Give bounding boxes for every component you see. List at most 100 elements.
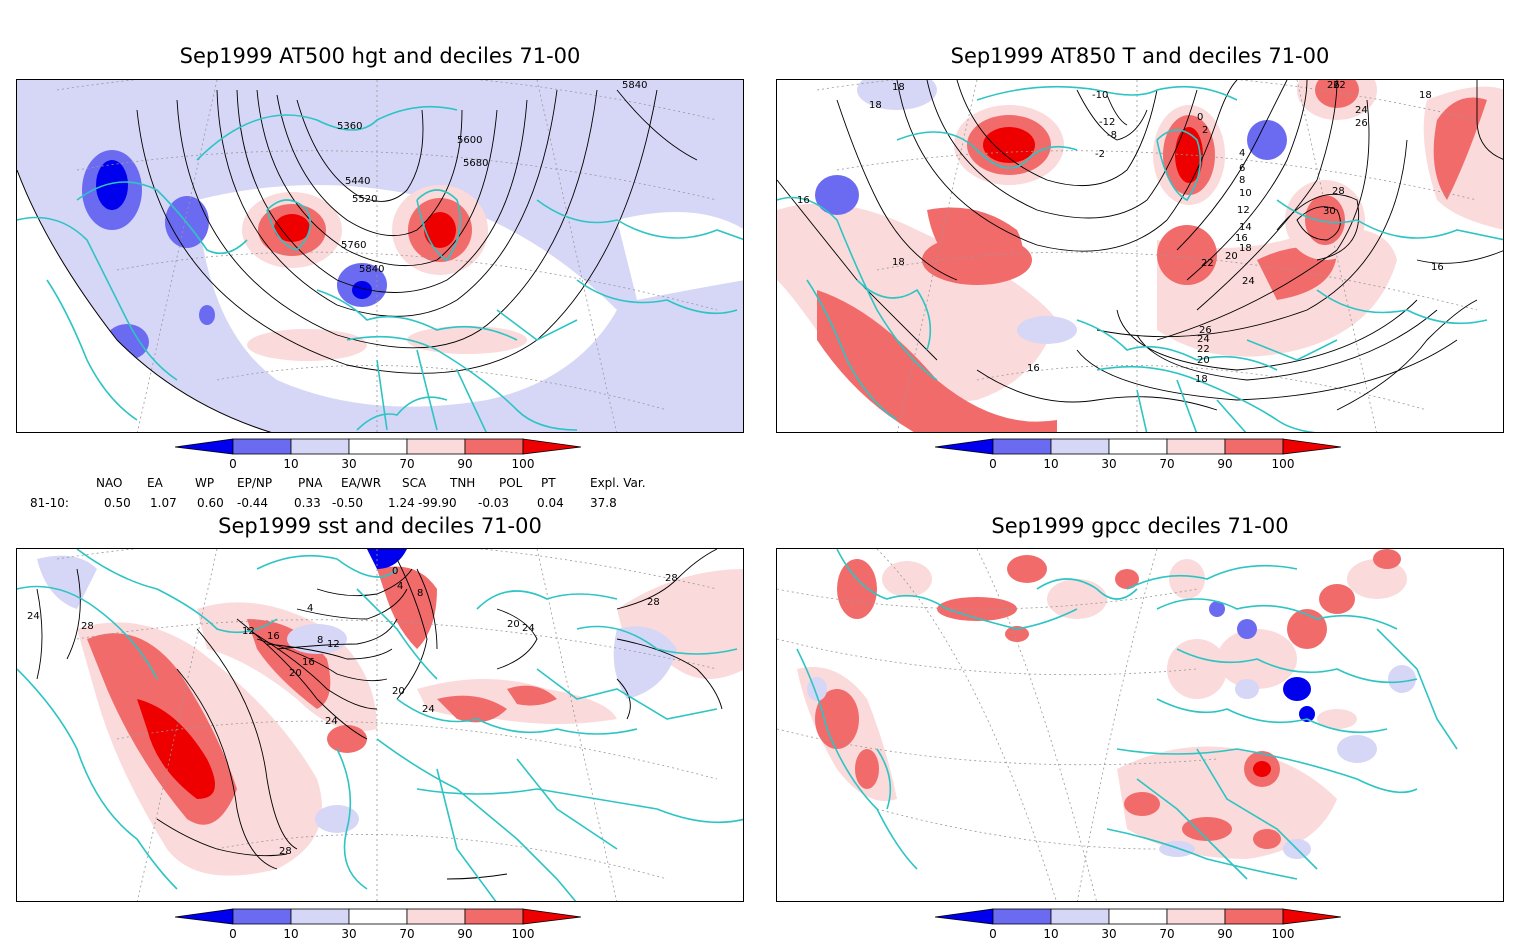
colorbar-tick: 0 <box>989 927 997 940</box>
contour-label: 4 <box>307 603 313 614</box>
contour-label: 4 <box>397 581 403 592</box>
colorbar-tick: 100 <box>512 457 535 471</box>
colorbar-tick: 30 <box>1101 927 1116 940</box>
contour-label: 28 <box>665 573 678 584</box>
index-value: 0.60 <box>197 496 224 510</box>
contour-label: 28 <box>81 621 94 632</box>
contour-label: 26 <box>1327 80 1340 91</box>
index-value: 0.33 <box>294 496 321 510</box>
contour-label: 20 <box>289 668 302 679</box>
contour-label: 24 <box>1242 276 1255 287</box>
contour-label: 8 <box>417 588 423 599</box>
colorbar-tick: 30 <box>1101 457 1116 471</box>
contour-label: 5600 <box>457 135 482 146</box>
contour-label: 24 <box>1197 334 1210 345</box>
colorbar-panel-3: 0 10 30 70 90 100 <box>174 908 595 941</box>
contour-label: 18 <box>892 82 905 93</box>
colorbar-tick: 100 <box>1272 457 1295 471</box>
contour-label: 16 <box>1235 233 1248 244</box>
contour-label: 18 <box>1239 243 1252 254</box>
map-panel-at850-t: 18 18 -10 -12 -8 -2 0 2 4 6 8 10 12 14 1… <box>776 79 1504 433</box>
contour-label: 5840 <box>622 80 647 91</box>
contour-label: 12 <box>327 639 340 650</box>
contour-label: 20 <box>507 619 520 630</box>
index-header: EA <box>147 476 163 490</box>
index-table: NAO EA WP EP/NP PNA EA/WR SCA TNH POL PT… <box>0 474 720 514</box>
colorbar-tick: 100 <box>1272 927 1295 940</box>
index-header: POL <box>499 476 523 490</box>
contour-label: 20 <box>392 686 405 697</box>
colorbar-tick: 70 <box>399 457 414 471</box>
contour-label: -10 <box>1092 90 1108 101</box>
contour-label: 20 <box>1197 355 1210 366</box>
colorbar-panel-1: 0 10 30 70 90 100 <box>174 438 595 478</box>
contour-label: 24 <box>522 623 535 634</box>
contour-label: 22 <box>1201 258 1214 269</box>
colorbar-tick: 10 <box>283 457 298 471</box>
contour-label: 5440 <box>345 176 370 187</box>
contour-label: 14 <box>1239 222 1252 233</box>
contour-label: 6 <box>1239 163 1245 174</box>
index-value: 37.8 <box>590 496 617 510</box>
panel-title-4: Sep1999 gpcc deciles 71-00 <box>991 514 1289 538</box>
contour-label: -8 <box>1107 130 1117 141</box>
colorbar-tick: 10 <box>1043 927 1058 940</box>
colorbar-tick: 0 <box>229 457 237 471</box>
contour-label: 10 <box>1239 188 1252 199</box>
index-value: 1.07 <box>150 496 177 510</box>
contour-label: 28 <box>647 597 660 608</box>
colorbar-tick: 0 <box>229 927 237 940</box>
index-header: EA/WR <box>341 476 382 490</box>
contour-label: -2 <box>1095 149 1105 160</box>
contour-label: 18 <box>1195 374 1208 385</box>
colorbar-tick: 10 <box>283 927 298 940</box>
colorbar-tick: 100 <box>512 927 535 940</box>
contour-label: 16 <box>797 195 810 206</box>
contour-label: 5520 <box>352 194 377 205</box>
index-row-label: 81-10: <box>30 496 69 510</box>
contour-label: 5760 <box>341 240 366 251</box>
index-value: 0.50 <box>104 496 131 510</box>
map-panel-gpcc <box>776 548 1504 902</box>
index-header: SCA <box>402 476 427 490</box>
panel-title-3: Sep1999 sst and deciles 71-00 <box>218 514 542 538</box>
contour-label: 24 <box>422 704 435 715</box>
panel-title-2: Sep1999 AT850 T and deciles 71-00 <box>950 44 1330 68</box>
index-header: Expl. Var. <box>590 476 646 490</box>
contour-label: 16 <box>267 631 280 642</box>
index-header: WP <box>195 476 215 490</box>
contour-label: 26 <box>1355 118 1368 129</box>
colorbar-panel-2: 0 10 30 70 90 100 <box>934 438 1355 478</box>
contour-label: 5680 <box>463 158 488 169</box>
contour-label: 24 <box>325 716 338 727</box>
contour-label: 12 <box>242 626 255 637</box>
contour-label: 18 <box>869 100 882 111</box>
contour-label: 0 <box>392 566 398 577</box>
contour-label: 2 <box>1202 125 1208 136</box>
contour-label: 5840 <box>359 264 384 275</box>
index-value: -0.50 <box>332 496 364 510</box>
map-panel-sst: 24 28 12 16 20 24 28 28 4 8 12 16 20 24 … <box>16 548 744 902</box>
index-value: -0.03 <box>478 496 510 510</box>
colorbar-tick: 90 <box>1217 457 1232 471</box>
contour-label: 8 <box>1239 175 1245 186</box>
colorbar-panel-4: 0 10 30 70 90 100 <box>934 908 1355 941</box>
contour-label: -12 <box>1099 117 1115 128</box>
colorbar-tick: 70 <box>1159 457 1174 471</box>
contour-label: 24 <box>27 611 40 622</box>
index-header: TNH <box>450 476 476 490</box>
colorbar-tick: 0 <box>989 457 997 471</box>
contour-label: 24 <box>1355 105 1368 116</box>
contour-label: 0 <box>1197 112 1203 123</box>
index-header: NAO <box>96 476 123 490</box>
colorbar-tick: 70 <box>399 927 414 940</box>
colorbar-tick: 90 <box>1217 927 1232 940</box>
contour-label: 30 <box>1323 206 1336 217</box>
contour-label: 4 <box>1239 148 1245 159</box>
index-header: PT <box>541 476 556 490</box>
index-value: 0.04 <box>537 496 564 510</box>
contour-label: 5360 <box>337 121 362 132</box>
colorbar-tick: 70 <box>1159 927 1174 940</box>
map-panel-at500-hgt: 5840 5360 5600 5680 5440 5520 5760 5840 <box>16 79 744 433</box>
colorbar-tick: 10 <box>1043 457 1058 471</box>
